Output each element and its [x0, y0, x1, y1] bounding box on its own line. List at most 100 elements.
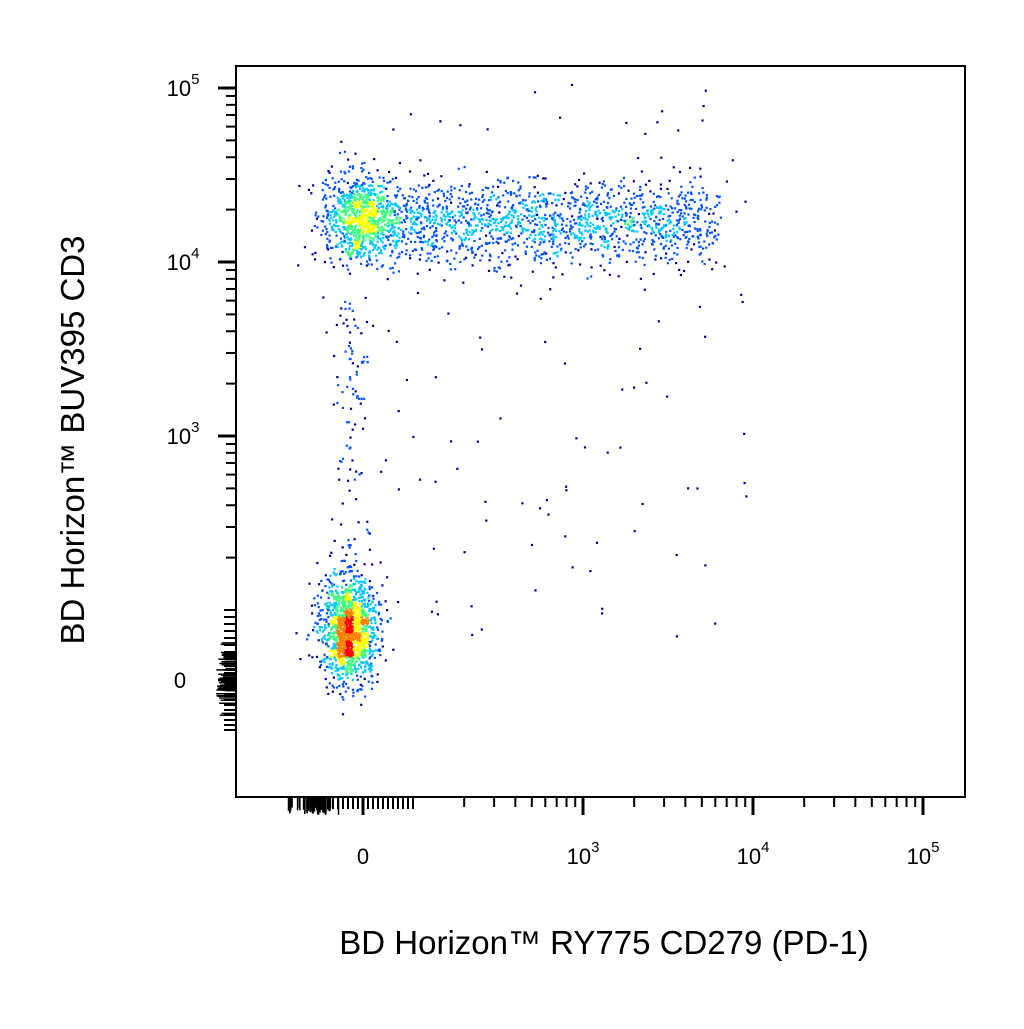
data-point	[367, 197, 370, 200]
data-point	[329, 246, 333, 250]
data-point	[681, 215, 684, 218]
data-point	[339, 677, 342, 680]
data-point	[360, 633, 363, 636]
data-point	[343, 150, 346, 153]
data-point	[497, 196, 500, 199]
data-point	[538, 243, 541, 246]
data-point	[326, 230, 329, 234]
data-point	[696, 487, 699, 490]
data-point	[453, 219, 456, 222]
data-point	[365, 233, 368, 236]
data-point	[677, 219, 681, 222]
data-point	[332, 676, 335, 679]
data-point	[332, 608, 335, 611]
data-point	[651, 211, 654, 215]
data-point	[715, 195, 718, 198]
data-point	[545, 218, 548, 221]
data-point	[327, 578, 330, 581]
data-point	[347, 253, 350, 256]
data-point	[472, 211, 475, 215]
data-point	[359, 196, 362, 199]
data-point	[393, 244, 396, 247]
data-point	[341, 595, 345, 598]
data-point	[343, 624, 346, 627]
data-point	[361, 170, 364, 173]
data-point	[316, 623, 319, 626]
data-point	[371, 609, 374, 612]
data-point	[360, 611, 364, 614]
data-point	[355, 215, 358, 218]
data-point	[333, 604, 336, 607]
data-point	[583, 245, 586, 248]
data-point	[457, 219, 460, 222]
data-point	[680, 191, 683, 194]
data-point	[520, 232, 523, 235]
data-point	[471, 251, 474, 255]
data-point	[331, 635, 334, 638]
data-point	[331, 663, 334, 667]
data-point	[355, 373, 358, 376]
data-point	[355, 559, 358, 563]
data-point	[446, 190, 449, 193]
data-point	[639, 223, 642, 226]
data-point	[361, 655, 364, 658]
data-point	[684, 194, 687, 197]
data-point	[345, 626, 348, 630]
data-point	[521, 218, 524, 221]
data-point	[350, 652, 353, 655]
data-point	[427, 208, 430, 211]
data-point	[339, 237, 343, 240]
data-point	[398, 236, 401, 239]
data-point	[389, 211, 392, 214]
data-point	[673, 231, 676, 234]
data-point	[350, 200, 353, 203]
data-point	[545, 252, 548, 255]
data-point	[376, 236, 379, 239]
data-point	[346, 629, 349, 632]
data-point	[673, 252, 676, 255]
data-point	[351, 167, 355, 170]
data-point	[360, 640, 363, 643]
data-point	[711, 268, 714, 271]
data-point	[352, 620, 355, 624]
data-point	[382, 196, 385, 199]
data-point	[333, 611, 336, 614]
data-point	[379, 617, 382, 620]
data-point	[370, 627, 374, 630]
data-point	[708, 225, 711, 229]
data-point	[361, 647, 364, 650]
data-point	[346, 594, 349, 597]
data-point	[380, 470, 383, 473]
data-point	[605, 240, 608, 243]
data-point	[354, 635, 357, 638]
data-point	[471, 633, 474, 636]
data-point	[344, 613, 347, 616]
data-point	[336, 673, 339, 676]
data-point	[625, 197, 628, 201]
data-point	[351, 248, 354, 251]
data-point	[354, 224, 358, 227]
data-point	[391, 266, 394, 269]
data-point	[530, 215, 534, 218]
data-point	[408, 170, 412, 173]
data-point	[346, 235, 349, 239]
data-point	[328, 219, 331, 222]
data-point	[503, 275, 506, 278]
data-point	[331, 246, 334, 249]
data-point	[339, 693, 342, 696]
data-point	[336, 376, 339, 379]
data-point	[366, 229, 369, 232]
data-point	[569, 230, 572, 233]
data-point	[377, 222, 380, 225]
data-point	[347, 655, 351, 658]
data-point	[334, 631, 337, 634]
data-point	[480, 244, 483, 247]
data-point	[370, 224, 373, 227]
data-point	[661, 226, 664, 229]
data-point	[360, 580, 363, 583]
data-point	[363, 188, 366, 191]
data-point	[383, 216, 386, 219]
data-point	[629, 207, 632, 210]
data-point	[356, 569, 359, 572]
data-point	[408, 208, 411, 211]
